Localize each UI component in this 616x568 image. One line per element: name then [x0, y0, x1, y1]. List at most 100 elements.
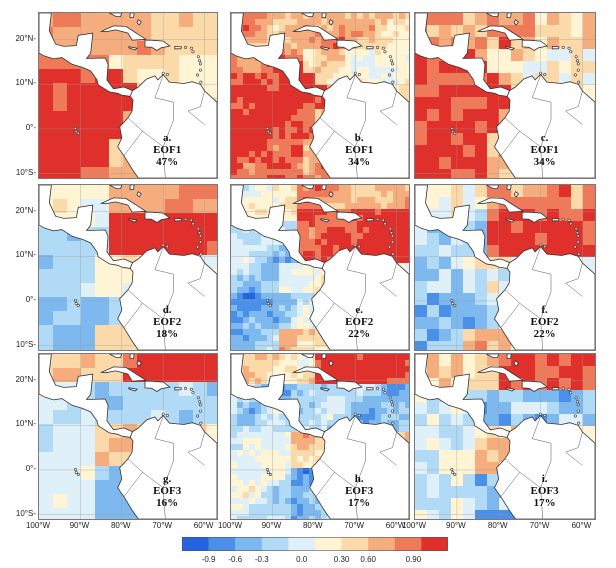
variance-percent: 18%: [156, 328, 179, 340]
island: [196, 414, 200, 418]
landmass: [336, 211, 363, 223]
country-border: [334, 131, 356, 147]
panel-letter: h.: [354, 473, 364, 485]
landmass: [129, 13, 135, 18]
lon-label: 100°W: [25, 521, 51, 530]
country-border: [519, 302, 541, 320]
panel-letter: d.: [162, 304, 172, 316]
variance-percent: 34%: [348, 156, 371, 168]
island: [199, 421, 203, 425]
landmass: [291, 366, 340, 382]
eof-mode: EOF1: [530, 144, 559, 156]
landmass: [144, 211, 171, 223]
island: [453, 303, 457, 307]
colorbar-segment: [261, 537, 289, 551]
country-border: [123, 458, 143, 497]
panel-label-d: d. EOF2 18%: [145, 304, 189, 340]
island: [196, 73, 200, 77]
landmass: [144, 39, 171, 51]
landmass: [309, 414, 409, 519]
island: [576, 234, 580, 238]
island: [576, 62, 580, 66]
island: [73, 127, 77, 131]
panel-letter: i.: [541, 473, 548, 485]
country-border: [346, 247, 366, 350]
island: [569, 222, 573, 226]
island: [543, 73, 547, 77]
landmass: [320, 46, 330, 51]
lat-label: 10°N-: [15, 419, 36, 429]
island: [539, 412, 543, 416]
landmass: [136, 360, 142, 367]
island: [383, 50, 387, 54]
island: [199, 80, 203, 84]
country-border: [187, 262, 205, 297]
colorbar-tick-label: 0.30: [333, 555, 350, 564]
island: [353, 412, 357, 416]
island: [74, 130, 78, 134]
landmass: [521, 211, 549, 223]
variance-percent: 17%: [348, 497, 371, 509]
landmass: [99, 197, 148, 213]
landmass: [117, 245, 217, 350]
island: [576, 409, 580, 413]
landmass: [128, 218, 138, 223]
island: [561, 45, 565, 49]
variance-percent: 22%: [348, 328, 371, 340]
country-border: [154, 247, 174, 350]
variance-percent: 22%: [533, 328, 556, 340]
panel-letter: f.: [541, 304, 548, 316]
variance-percent: 47%: [156, 156, 179, 168]
map-e-field: [231, 185, 409, 350]
island: [353, 243, 357, 247]
landmass: [521, 380, 549, 392]
colorbar-tick-label: -0.3: [254, 555, 269, 564]
island: [161, 412, 165, 416]
landmass: [39, 185, 134, 269]
country-border: [187, 90, 205, 125]
lat-label: 0°-: [25, 294, 36, 304]
country-border: [531, 416, 552, 519]
lon-label: 90°W: [261, 521, 282, 530]
island: [198, 234, 202, 238]
lat-label: 10°S-: [15, 508, 36, 518]
country-border: [154, 416, 174, 519]
landmass: [328, 191, 334, 198]
landmass: [320, 387, 330, 392]
island: [573, 73, 577, 77]
island: [353, 71, 357, 75]
island: [73, 299, 77, 303]
eof-mode: EOF2: [530, 316, 559, 328]
landmass: [128, 387, 138, 392]
eof-mode: EOF2: [153, 316, 182, 328]
island: [265, 127, 269, 131]
island: [198, 409, 202, 413]
map-panel-i: i. EOF3 17%: [414, 353, 596, 520]
landmass: [366, 45, 374, 50]
colorbar-segment: [368, 537, 396, 551]
lon-label: 60°W: [571, 521, 592, 530]
island: [74, 471, 78, 475]
island: [76, 131, 80, 135]
island: [381, 218, 385, 222]
island: [561, 386, 565, 390]
island: [450, 468, 454, 472]
landmass: [505, 218, 516, 223]
landmass: [301, 185, 315, 189]
island: [576, 68, 580, 72]
lon-label: 100°W: [401, 521, 427, 530]
lon-label: 70°W: [152, 521, 172, 530]
island: [383, 391, 387, 395]
country-border: [334, 303, 356, 319]
landmass: [136, 191, 142, 198]
country-border: [315, 458, 335, 497]
lon-label: 80°W: [110, 521, 131, 530]
panel-letter: b.: [354, 132, 364, 144]
island: [196, 227, 200, 231]
island: [539, 71, 543, 75]
island: [577, 421, 581, 425]
landmass: [99, 366, 148, 382]
colorbar-segment: [208, 537, 236, 551]
island: [388, 55, 392, 59]
landmass: [336, 380, 363, 392]
